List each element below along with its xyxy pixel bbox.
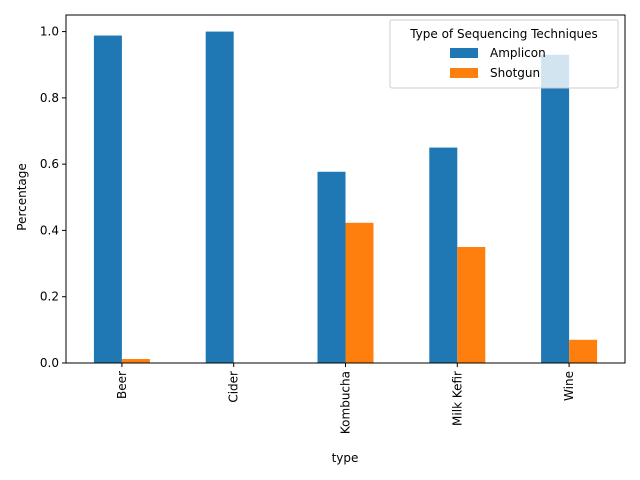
bar-shotgun-milk-kefir <box>457 247 486 363</box>
legend: Type of Sequencing Techniques Amplicon S… <box>389 19 619 89</box>
y-tick-label-3: 0.6 <box>40 157 59 171</box>
bar-amplicon-beer <box>93 35 122 364</box>
bar-amplicon-milk-kefir <box>429 147 458 363</box>
y-axis-label: Percentage <box>15 163 29 231</box>
bar-amplicon-kombucha <box>317 171 346 363</box>
legend-title: Type of Sequencing Techniques <box>409 27 598 41</box>
x-tick-label-cider: Cider <box>227 371 241 403</box>
y-tick-label-2: 0.4 <box>40 223 59 237</box>
y-tick-label-5: 1.0 <box>40 25 59 39</box>
x-axis-label: type <box>332 451 359 465</box>
x-tick-label-wine: Wine <box>562 371 576 401</box>
y-tick-label-4: 0.8 <box>40 91 59 105</box>
legend-frame <box>389 19 619 89</box>
x-tick-label-kombucha: Kombucha <box>339 371 353 434</box>
bar-shotgun-wine <box>569 339 598 363</box>
x-tick-label-beer: Beer <box>115 371 129 399</box>
legend-swatch-amplicon <box>450 48 478 58</box>
bars-group <box>93 31 598 364</box>
bar-amplicon-cider <box>205 31 234 363</box>
legend-label-amplicon: Amplicon <box>490 46 546 60</box>
legend-swatch-shotgun <box>450 68 478 78</box>
x-tick-label-milk-kefir: Milk Kefir <box>450 371 464 426</box>
axes-group: 0.0 0.2 0.4 0.6 0.8 1.0 Beer Cider Kombucha Milk … <box>40 14 626 434</box>
bar-amplicon-wine <box>541 54 570 364</box>
legend-label-shotgun: Shotgun <box>490 66 540 80</box>
y-tick-label-0: 0.0 <box>40 356 59 370</box>
bar-shotgun-beer <box>121 359 150 363</box>
y-tick-label-1: 0.2 <box>40 290 59 304</box>
bar-shotgun-kombucha <box>345 222 374 363</box>
